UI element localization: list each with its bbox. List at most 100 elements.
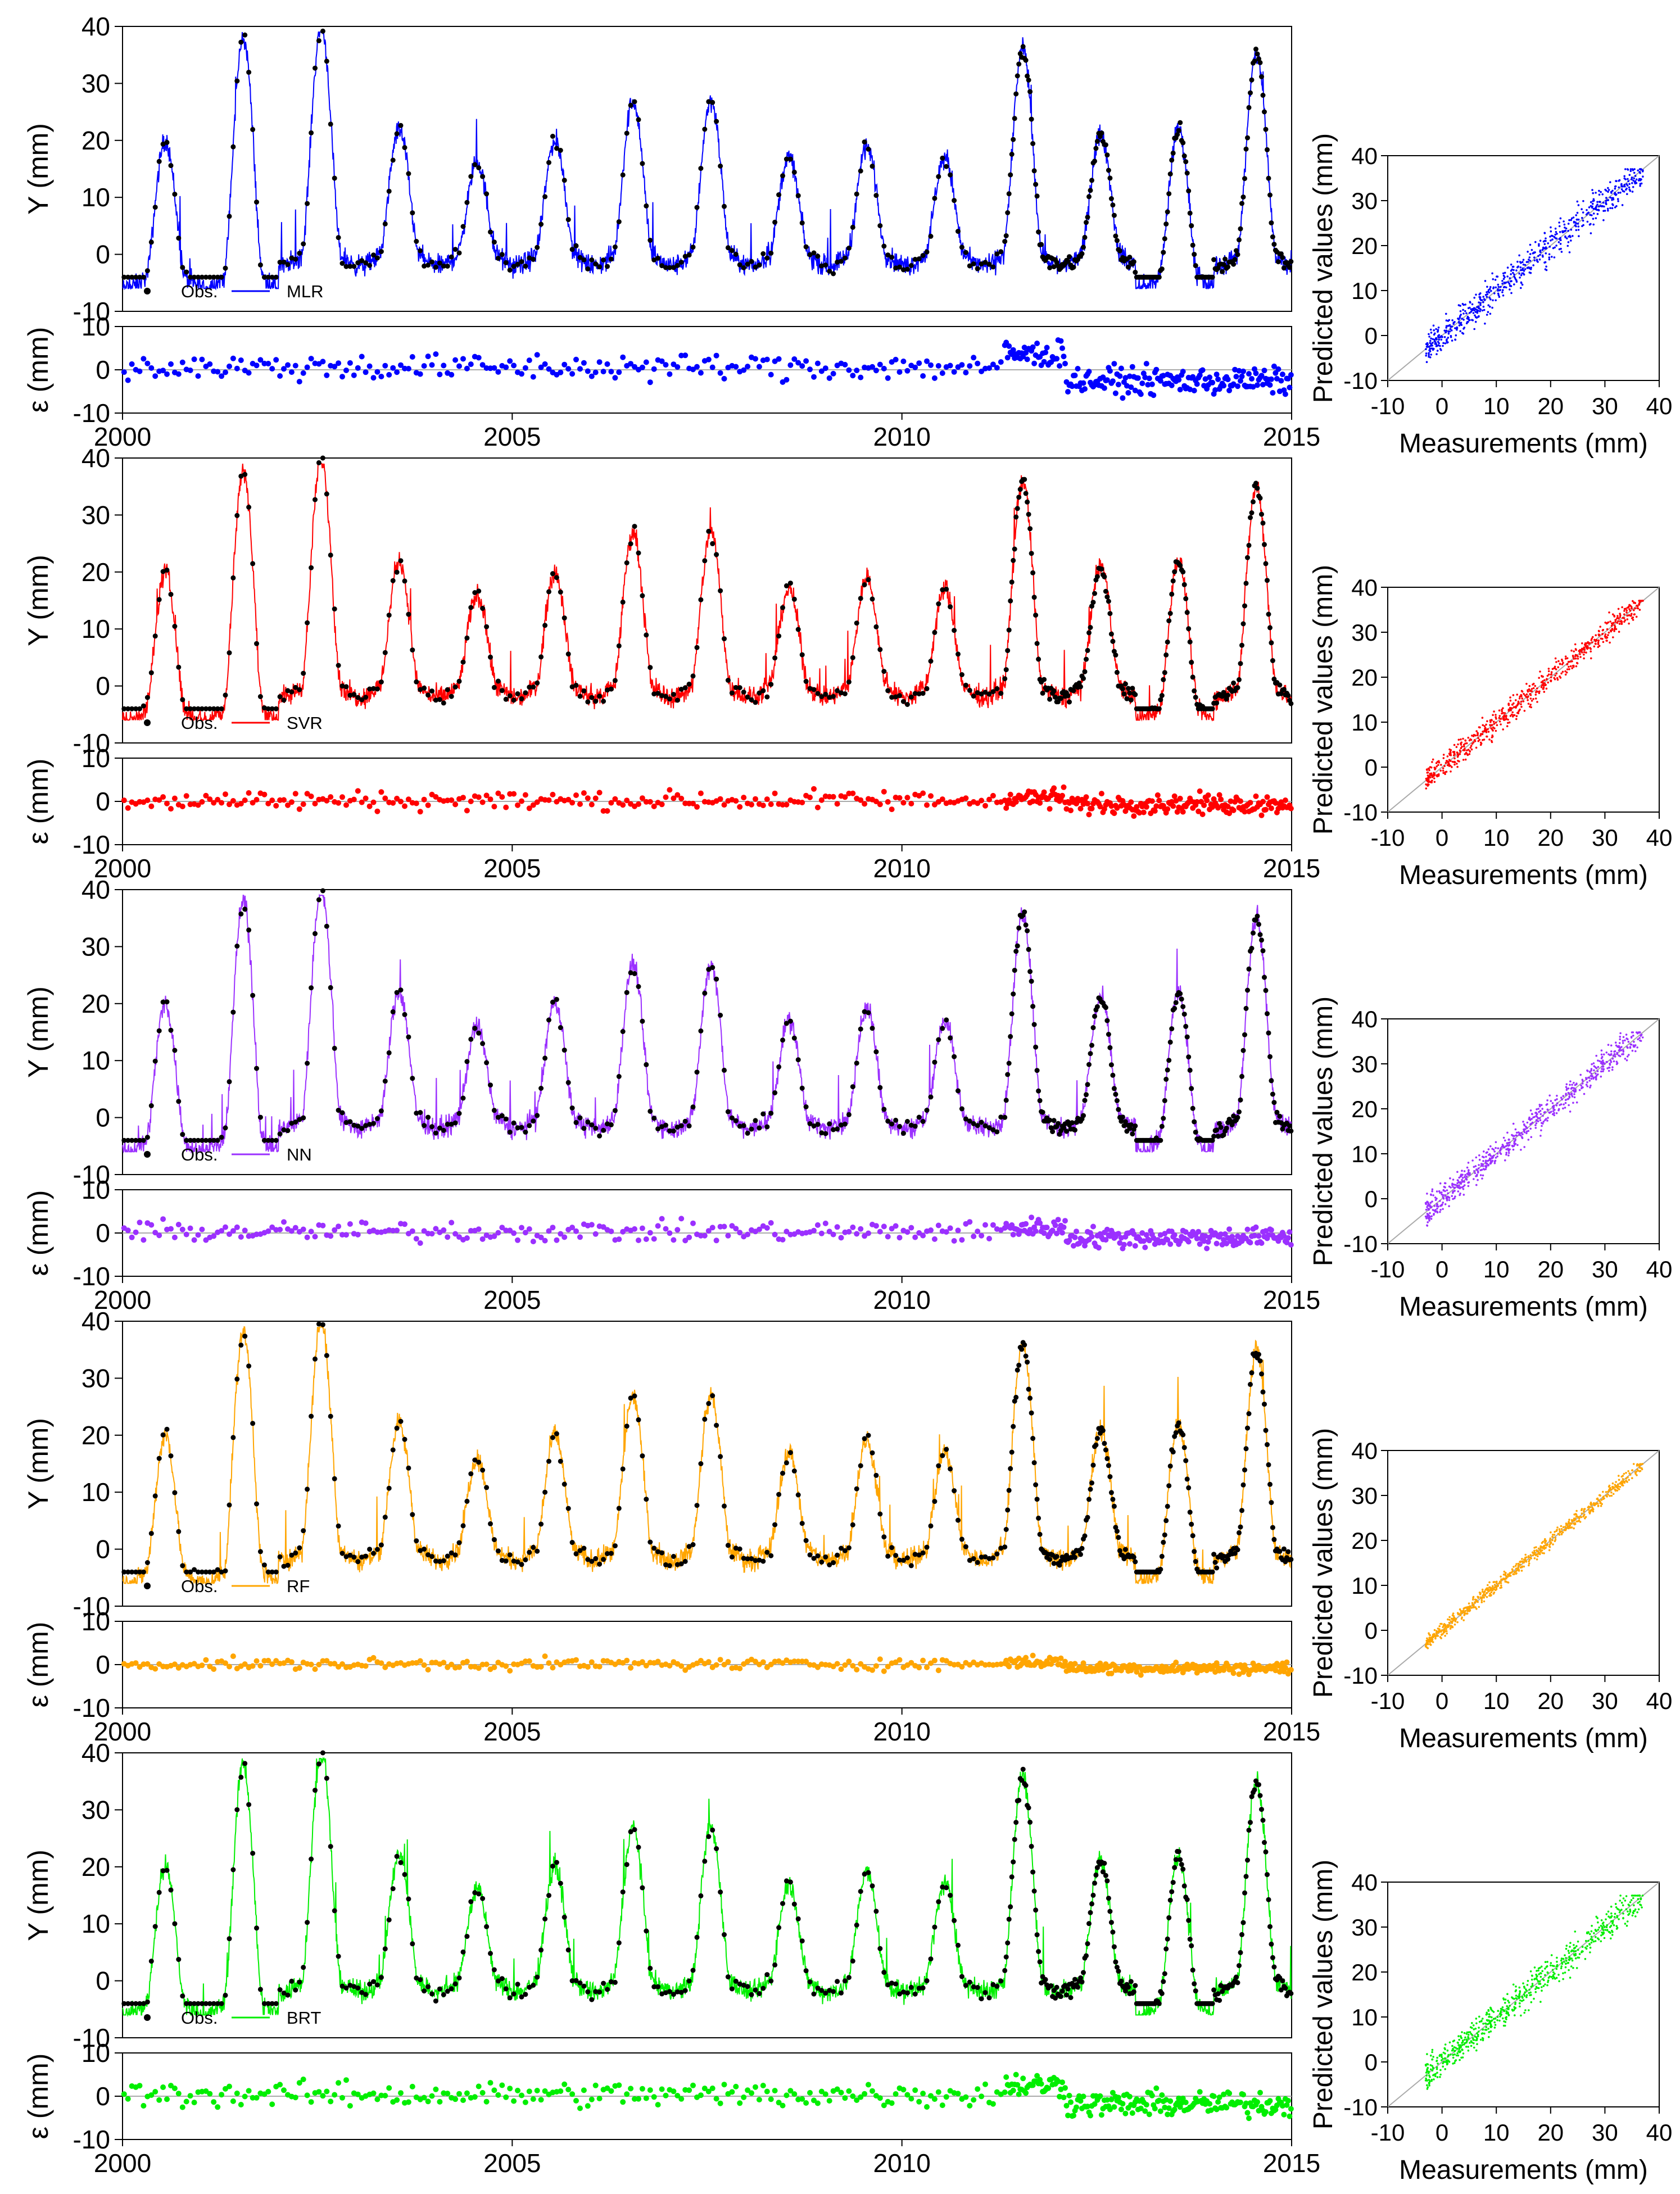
scatter-point [1619,1055,1622,1058]
scatter-ytick-label: 40 [1351,1006,1378,1032]
scatter-point [1480,742,1483,745]
scatter-point [1559,675,1561,678]
scatter-point [1464,739,1466,742]
scatter-point [1462,312,1465,315]
obs-point [531,256,536,262]
resid-point [1275,805,1281,812]
obs-point [257,262,263,268]
scatter-point [1573,1087,1575,1089]
scatter-point [1452,1183,1454,1185]
obs-point [133,1137,139,1143]
scatter-point [1520,287,1522,289]
scatter-point [1559,231,1561,233]
resid-point [721,802,727,808]
legend-obs-marker [144,1151,151,1158]
obs-point [527,685,532,690]
resid-point [1167,1241,1174,1247]
obs-point [569,247,575,252]
resid-point [386,371,392,378]
resid-point [1252,1232,1257,1239]
resid-point [300,370,306,376]
scatter-point [1432,1194,1434,1196]
scatter-point [1548,256,1551,259]
obs-point [647,665,653,670]
obs-point [1253,917,1258,923]
obs-point [289,1552,295,1558]
scatter-point [1628,186,1631,189]
resid-point [721,375,727,382]
resid-point [612,375,618,381]
scatter-point [1498,717,1501,719]
obs-point [866,146,871,152]
scatter-point [1631,176,1633,179]
resid-point [526,1226,532,1232]
obs-point [1084,1092,1089,1098]
obs-point [1184,170,1190,176]
obs-point [343,1554,349,1560]
obs-point [1271,242,1277,247]
scatter-point [1510,709,1512,711]
scatter-point [1500,718,1502,720]
obs-point [1009,1011,1015,1017]
scatter-point [1498,289,1501,292]
obs-point [1224,1126,1229,1131]
scatter-point [1556,678,1559,681]
resid-point [390,800,396,806]
obs-point [269,1569,275,1575]
scatter-point [1439,1200,1441,1202]
obs-point [667,265,672,270]
obs-point [885,688,891,693]
scatter-point [1495,1146,1497,1149]
obs-point [889,695,895,700]
scatter-point [1458,1176,1460,1179]
obs-point [1183,596,1189,601]
resid-point [756,364,762,370]
resid-point [1114,805,1120,811]
obs-point [207,1569,212,1575]
obs-point [784,1460,789,1466]
scatter-point [1463,745,1465,747]
scatter-point [1471,1159,1474,1162]
resid-point [355,1231,361,1237]
obs-point [932,1059,938,1065]
scatter-point [1543,247,1546,250]
obs-point [1003,667,1009,673]
obs-point [772,655,778,661]
scatter-point [1600,1053,1603,1056]
obs-point [690,244,696,250]
scatter-point [1587,211,1590,214]
obs-point [655,691,661,696]
resid-point [1077,805,1084,812]
resid-point [355,365,361,371]
scatter-point [1581,647,1583,650]
obs-point [1064,1128,1069,1134]
scatter-point [1492,729,1494,732]
resid-point [1126,1241,1133,1247]
obs-point [546,160,551,165]
resid-point [667,371,673,377]
scatter-point [1554,1099,1556,1101]
obs-point [1030,1436,1036,1441]
obs-point [998,1545,1004,1551]
scatter-point [1449,764,1452,767]
obs-point [535,244,540,250]
scatter-ytick-label: 0 [1365,1186,1378,1212]
scatter-point [1498,296,1501,298]
scatter-point [1467,318,1470,320]
scatter-point [1568,219,1570,221]
resid-point [1118,365,1124,371]
scatter-point [1564,226,1566,229]
scatter-point [1436,1205,1438,1208]
resid-point [320,1222,326,1229]
resid-point [495,369,501,375]
obs-point [1210,706,1215,711]
scatter-point [1537,255,1539,257]
resid-point [366,363,373,369]
ts-ytick-label: 40 [81,875,110,904]
obs-point [573,1551,579,1557]
resid-point [476,355,482,361]
scatter-point [1429,339,1432,342]
resid-point [873,1223,879,1229]
scatter-point [1495,299,1497,302]
obs-point [363,695,369,700]
